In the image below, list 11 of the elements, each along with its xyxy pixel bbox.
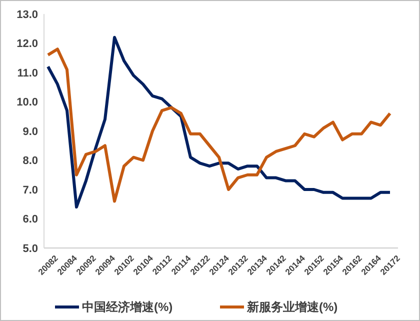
y-tick-label: 5.0 (22, 242, 38, 255)
y-tick-label: 6.0 (22, 214, 38, 226)
y-tick-label: 9.0 (22, 126, 38, 138)
y-tick-label: 8.0 (22, 155, 38, 168)
legend-label: 中国经济增速(%) (82, 300, 173, 314)
y-tick-label: 10.0 (16, 96, 38, 109)
y-tick-label: 12.0 (16, 38, 38, 50)
legend-label: 新服务业增速(%) (246, 300, 338, 314)
y-tick-label: 13.0 (16, 8, 38, 21)
y-tick-label: 7.0 (22, 184, 38, 196)
y-tick-label: 11.0 (17, 67, 38, 80)
